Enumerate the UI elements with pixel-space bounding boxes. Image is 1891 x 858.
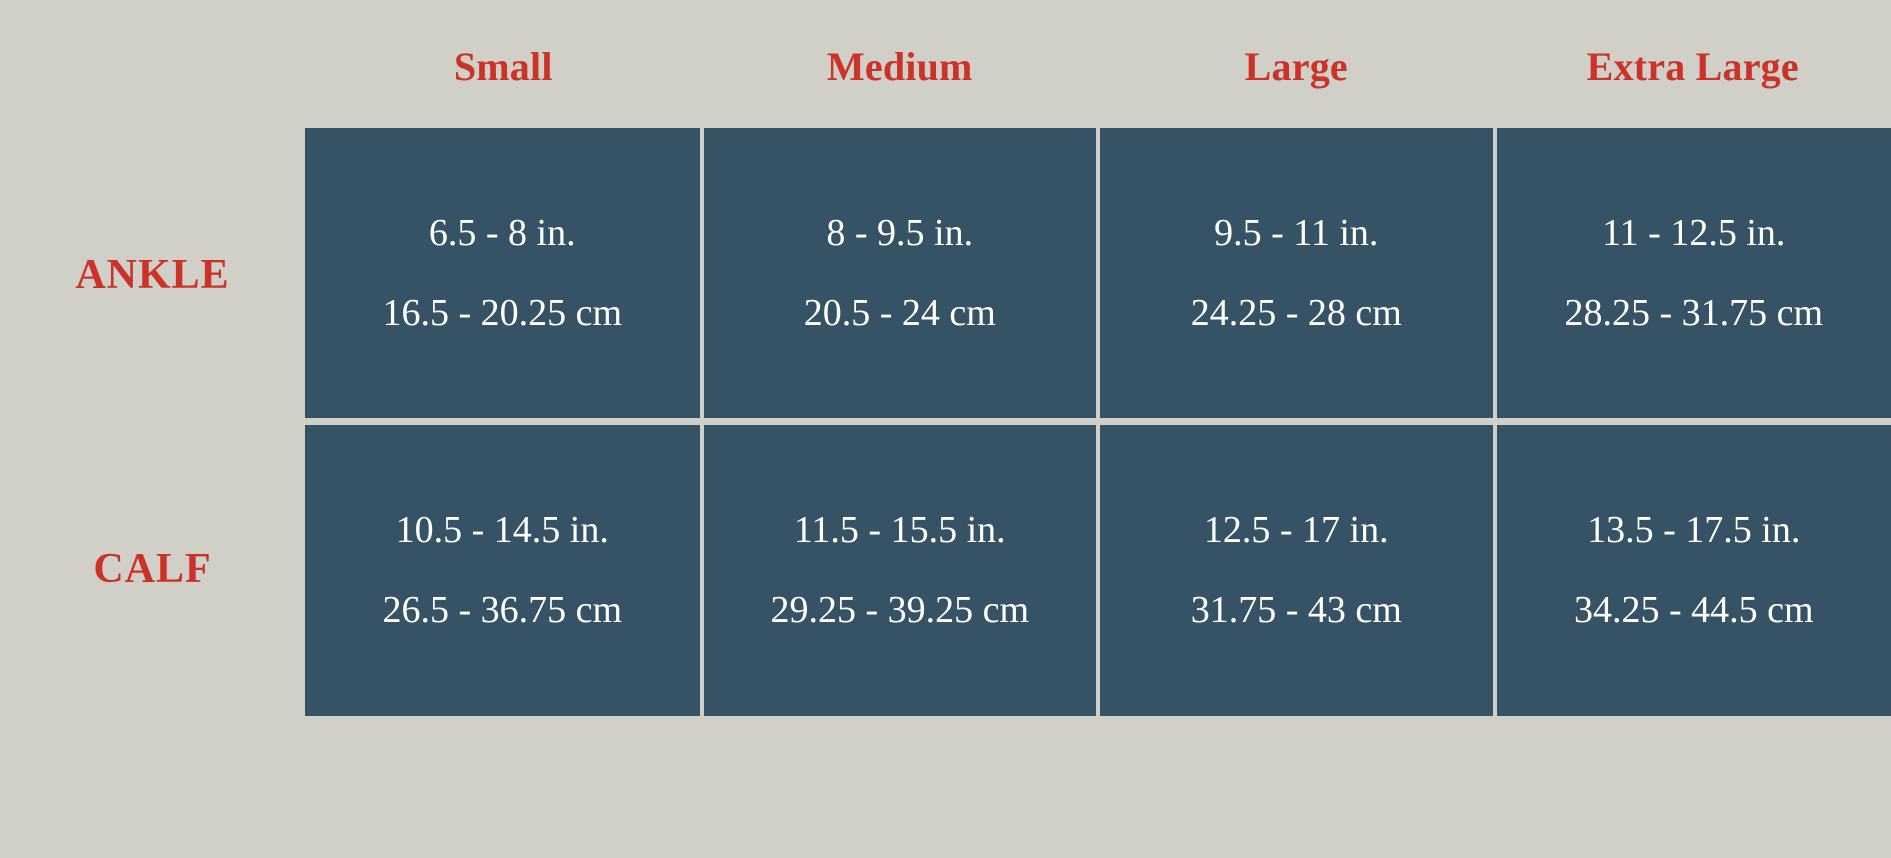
cell-value-inches: 12.5 - 17 in. — [1203, 509, 1389, 552]
cell-value-inches: 8 - 9.5 in. — [826, 211, 974, 254]
table-row-calf: CALF 10.5 - 14.5 in. 26.5 - 36.75 cm 11.… — [0, 417, 1891, 716]
column-header-extra-large: Extra Large — [1494, 18, 1891, 128]
cell-ankle-large: 9.5 - 11 in. 24.25 - 28 cm — [1096, 128, 1497, 421]
cell-value-cm: 34.25 - 44.5 cm — [1573, 589, 1814, 632]
table-row-ankle: ANKLE 6.5 - 8 in. 16.5 - 20.25 cm 8 - 9.… — [0, 128, 1891, 421]
cell-value-inches: 11.5 - 15.5 in. — [793, 509, 1006, 552]
cell-value-inches: 11 - 12.5 in. — [1602, 211, 1786, 254]
column-header-small: Small — [305, 18, 702, 128]
row-label-calf: CALF — [0, 421, 305, 716]
header-row: Small Medium Large Extra Large — [0, 18, 1891, 128]
header-corner-cell — [0, 18, 305, 128]
cell-ankle-small: 6.5 - 8 in. 16.5 - 20.25 cm — [305, 128, 704, 421]
cell-value-inches: 10.5 - 14.5 in. — [395, 509, 609, 552]
cell-ankle-medium: 8 - 9.5 in. 20.5 - 24 cm — [699, 128, 1100, 421]
column-header-large: Large — [1098, 18, 1495, 128]
cell-value-cm: 24.25 - 28 cm — [1190, 291, 1402, 334]
cell-value-inches: 13.5 - 17.5 in. — [1587, 509, 1801, 552]
cell-calf-extra-large: 13.5 - 17.5 in. 34.25 - 44.5 cm — [1492, 417, 1891, 716]
table-header: Small Medium Large Extra Large — [0, 18, 1891, 128]
cell-ankle-extra-large: 11 - 12.5 in. 28.25 - 31.75 cm — [1492, 128, 1891, 421]
cell-calf-small: 10.5 - 14.5 in. 26.5 - 36.75 cm — [305, 417, 704, 716]
cell-value-cm: 28.25 - 31.75 cm — [1564, 291, 1824, 334]
cell-value-inches: 9.5 - 11 in. — [1214, 211, 1379, 254]
cell-calf-large: 12.5 - 17 in. 31.75 - 43 cm — [1096, 417, 1497, 716]
column-header-medium: Medium — [701, 18, 1098, 128]
cell-value-cm: 26.5 - 36.75 cm — [382, 589, 623, 632]
cell-value-cm: 31.75 - 43 cm — [1190, 589, 1402, 632]
row-label-ankle: ANKLE — [0, 128, 305, 421]
size-chart-table: Small Medium Large Extra Large ANKLE 6.5… — [0, 18, 1891, 716]
cell-value-cm: 16.5 - 20.25 cm — [382, 291, 623, 334]
cell-calf-medium: 11.5 - 15.5 in. 29.25 - 39.25 cm — [699, 417, 1100, 716]
cell-value-cm: 29.25 - 39.25 cm — [770, 589, 1030, 632]
cell-value-inches: 6.5 - 8 in. — [428, 211, 576, 254]
cell-value-cm: 20.5 - 24 cm — [803, 291, 996, 334]
table-body: ANKLE 6.5 - 8 in. 16.5 - 20.25 cm 8 - 9.… — [0, 128, 1891, 716]
